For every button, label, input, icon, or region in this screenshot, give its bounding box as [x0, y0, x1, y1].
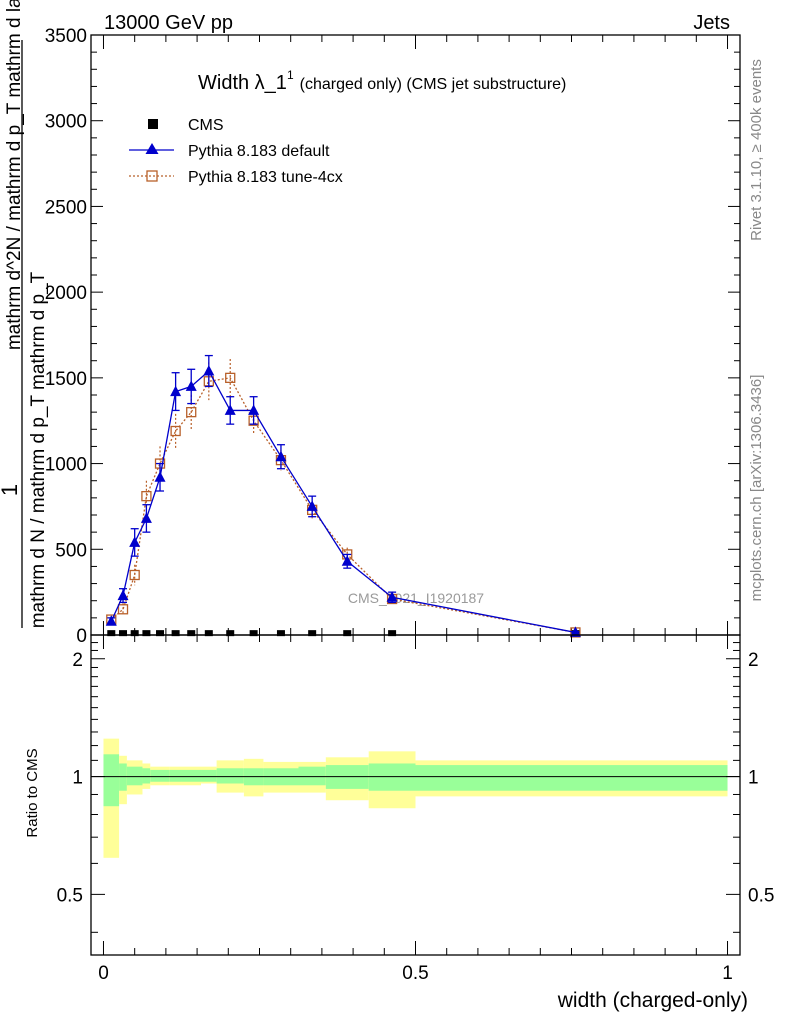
main-y-tick-label: 500: [55, 540, 87, 561]
x-tick-label: 0: [98, 963, 109, 984]
main-y-ticks: 0 500 1000 1500 2000 2500 3000 3500: [45, 26, 740, 647]
ratio-inner-band: [181, 769, 202, 782]
title-sup: 1: [287, 68, 294, 82]
default-point: [170, 385, 182, 397]
ratio-y-tick-label-right: 1: [748, 768, 759, 789]
ratio-x-ticks: 0 0.5 1: [98, 635, 733, 984]
main-data: [105, 354, 581, 638]
rivet-label: Rivet 3.1.10, ≥ 400k events: [748, 59, 765, 241]
legend-cms-marker: [148, 119, 158, 129]
tune-point: [141, 490, 152, 502]
ratio-bands: [103, 738, 728, 858]
tune-point: [225, 372, 236, 384]
ratio-y-tick-label-right: 2: [748, 650, 759, 671]
ratio-inner-band: [298, 766, 326, 786]
title-main: Width λ_1: [198, 72, 287, 94]
legend: CMS Pythia 8.183 default Pythia 8.183 tu…: [129, 117, 343, 186]
default-point: [569, 626, 581, 637]
cms-point: [119, 630, 128, 637]
default-point: [117, 589, 129, 601]
default-point: [129, 536, 141, 547]
cms-point: [343, 630, 352, 637]
main-y-tick-label: 2500: [45, 197, 87, 218]
main-y-tick-label: 3500: [45, 26, 87, 47]
default-point: [306, 500, 318, 511]
ratio-inner-band: [368, 763, 416, 791]
mcplots-label: mcplots.cern.ch [arXiv:1306.3436]: [748, 375, 765, 602]
main-y-tick-label: 1000: [45, 455, 87, 476]
main-y-tick-label: 1500: [45, 369, 87, 390]
default-point: [248, 404, 260, 415]
cms-point: [142, 630, 151, 637]
x-tick-label: 0.5: [402, 963, 428, 984]
ratio-inner-band: [201, 769, 217, 782]
ratio-y-ticks: 0.5 0.5 1 1 2 2: [57, 642, 774, 933]
default-point: [386, 591, 398, 602]
cms-point: [308, 630, 317, 637]
ratio-inner-band: [169, 769, 182, 782]
ratio-inner-band: [126, 766, 143, 786]
ratio-inner-band: [150, 769, 170, 782]
default-point: [341, 555, 353, 566]
default-point: [275, 450, 287, 462]
default-point: [105, 615, 117, 626]
ratio-y-tick-label: 0.5: [57, 885, 83, 906]
tune-series-line: [110, 377, 576, 634]
cms-point: [156, 630, 165, 637]
cms-point: [276, 630, 285, 637]
ratio-y-tick-label: 1: [72, 768, 83, 789]
cms-point: [226, 630, 235, 637]
default-point: [140, 512, 152, 523]
ratio-inner-band: [415, 765, 728, 791]
cms-point: [187, 630, 196, 637]
x-tick-label: 1: [722, 963, 733, 984]
cms-point: [107, 630, 116, 637]
tune-point: [117, 604, 129, 615]
cms-point: [204, 630, 213, 637]
ratio-inner-band: [103, 754, 120, 807]
tune-point: [186, 406, 197, 418]
ratio-panel: 0.5 0.51 12 2 0 0.5 1 Ratio to CMS width (cha…: [24, 634, 774, 1012]
default-point: [154, 471, 166, 482]
tune-point: [170, 425, 181, 437]
main-y-tick-label: 3000: [45, 112, 87, 133]
y-label-numerator: 1: [0, 484, 22, 496]
watermark: CMS_2021_I1920187: [348, 590, 484, 606]
energy-label: 13000 GeV pp: [104, 12, 233, 34]
ratio-inner-band: [216, 768, 244, 784]
title-rest: (charged only) (CMS jet substructure): [300, 76, 567, 93]
x-axis-label: width (charged-only): [557, 989, 748, 1012]
process-label: Jets: [693, 12, 730, 34]
default-series-line: [110, 369, 576, 634]
main-y-tick-label: 2000: [45, 283, 87, 304]
plot-title: Width λ_11 (charged only) (CMS jet substr…: [198, 68, 566, 94]
legend-tune-marker: [146, 170, 158, 182]
cms-point: [388, 630, 397, 637]
default-point: [224, 404, 236, 415]
y-label-denominator: mathrm d N / mathrm d p_T mathrm d p_T: [28, 271, 49, 628]
default-point: [185, 380, 197, 391]
legend-tune-label: Pythia 8.183 tune-4cx: [188, 169, 343, 186]
cms-point: [171, 630, 180, 637]
ratio-y-tick-label: 2: [72, 650, 83, 671]
tune-point: [129, 569, 140, 581]
ratio-inner-band: [142, 768, 151, 784]
main-y-tick-label: 0: [76, 626, 87, 647]
y-label-alt: mathrm d^2N / mathrm d p_T mathrm d lamb…: [4, 0, 25, 350]
default-point: [203, 365, 215, 376]
legend-cms-label: CMS: [188, 117, 224, 134]
ratio-inner-band: [119, 763, 127, 791]
ratio-y-tick-label-right: 0.5: [748, 885, 774, 906]
legend-default-marker: [145, 143, 159, 154]
legend-default-label: Pythia 8.183 default: [188, 143, 330, 160]
cms-point: [130, 630, 139, 637]
cms-point: [249, 630, 258, 637]
ratio-y-label: Ratio to CMS: [24, 748, 41, 837]
